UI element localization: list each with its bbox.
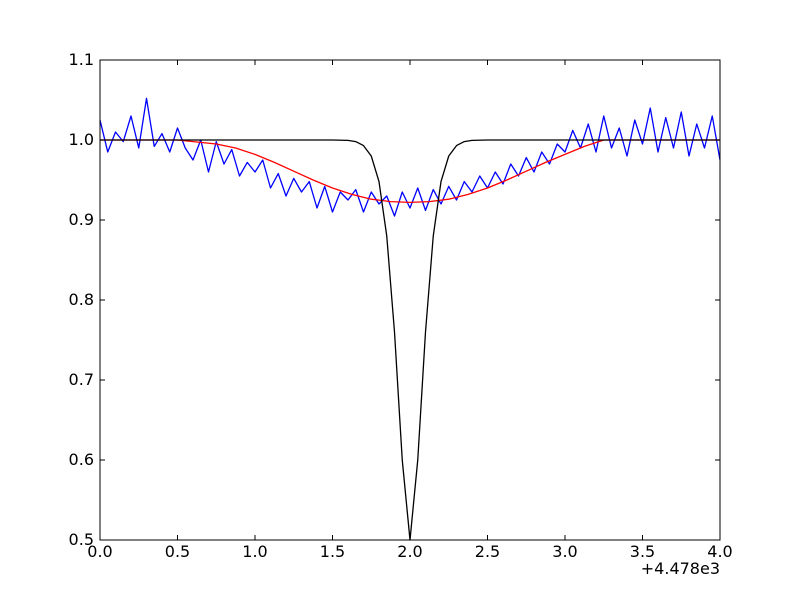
y-tick-label-5: 1.0 — [69, 130, 94, 149]
tick-layer: 0.0 0.5 1.0 1.5 2.0 2.5 3.0 3.5 4.00.50.60.70.80… — [69, 50, 733, 561]
y-tick-label-0: 0.5 — [69, 530, 94, 549]
y-tick-label-2: 0.7 — [69, 370, 94, 389]
y-tick-label-1: 0.6 — [69, 450, 94, 469]
x-tick-label-2: 1.0 — [242, 542, 267, 561]
x-tick-label-0: 0.0 — [87, 542, 112, 561]
series-line-1 — [100, 139, 720, 204]
x-tick-label-7: 3.5 — [630, 542, 655, 561]
x-tick-label-1: 0.5 — [165, 542, 190, 561]
x-tick-label-3: 1.5 — [320, 542, 345, 561]
x-tick-label-4: 2.0 — [397, 542, 422, 561]
y-tick-label-3: 0.8 — [69, 290, 94, 309]
x-tick-label-5: 2.5 — [475, 542, 500, 561]
y-tick-label-4: 0.9 — [69, 210, 94, 229]
x-tick-label-8: 4.0 — [707, 542, 732, 561]
x-axis-offset-label: +4.478e3 — [641, 559, 720, 578]
series-line-0 — [99, 97, 721, 217]
y-tick-label-6: 1.1 — [69, 50, 94, 69]
x-tick-label-6: 3.0 — [552, 542, 577, 561]
